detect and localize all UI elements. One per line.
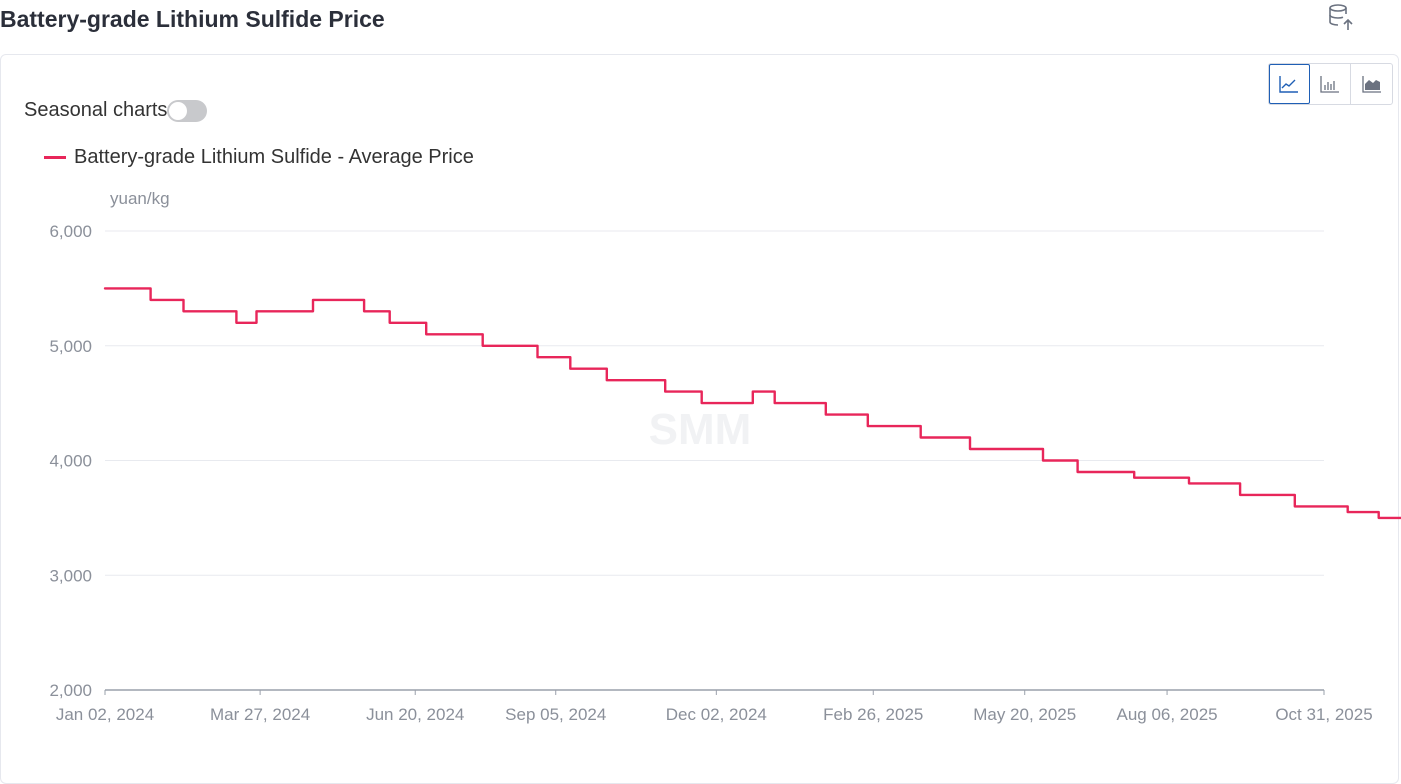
bar-chart-icon [1320,76,1339,93]
y-tick-label: 4,000 [49,452,92,471]
legend-swatch [44,156,66,159]
y-axis-unit-label: yuan/kg [110,189,170,208]
x-tick-label: Mar 27, 2024 [210,705,310,724]
seasonal-charts-control: Seasonal charts [24,99,208,122]
x-tick-label: Jan 02, 2024 [56,705,154,724]
seasonal-charts-label: Seasonal charts [24,99,168,121]
watermark: SMM [649,405,752,454]
area-chart-icon [1361,76,1381,93]
y-tick-label: 2,000 [49,681,92,700]
page-title: Battery-grade Lithium Sulfide Price [0,6,385,32]
x-tick-label: Aug 06, 2025 [1116,705,1217,724]
seasonal-charts-toggle[interactable] [167,99,208,122]
x-tick-label: Oct 31, 2025 [1275,705,1372,724]
y-tick-label: 5,000 [49,337,92,356]
chart-card [0,54,1399,784]
x-tick-label: Dec 02, 2024 [666,705,767,724]
toggle-knob [169,101,188,120]
bar-chart-button[interactable] [1310,64,1351,104]
legend-item[interactable]: Battery-grade Lithium Sulfide - Average … [44,146,474,169]
y-tick-label: 3,000 [49,566,92,585]
data-export-icon[interactable] [1326,2,1356,32]
series-line [103,287,1401,520]
chart-type-switch [1268,63,1393,105]
x-tick-label: Feb 26, 2025 [823,705,923,724]
x-tick-label: Jun 20, 2024 [366,705,464,724]
x-tick-label: May 20, 2025 [973,705,1076,724]
y-tick-label: 6,000 [49,222,92,241]
legend-label: Battery-grade Lithium Sulfide - Average … [74,146,474,168]
line-chart-button[interactable] [1269,64,1310,104]
x-tick-label: Sep 05, 2024 [505,705,606,724]
line-chart-icon [1279,76,1298,93]
area-chart-button[interactable] [1351,64,1392,104]
